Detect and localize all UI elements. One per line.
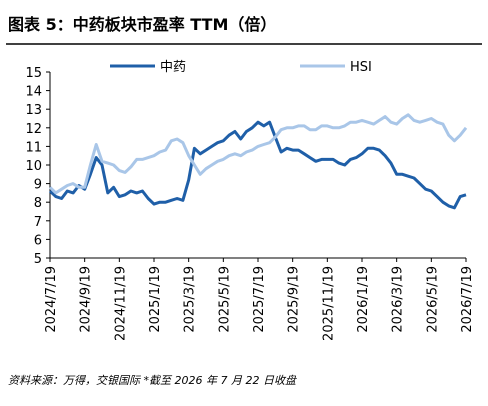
legend-label: HSI (350, 60, 372, 75)
legend-label: 中药 (160, 60, 186, 75)
x-tick-label: 2026/7/19 (460, 266, 475, 333)
x-tick-label: 2025/3/19 (183, 266, 198, 333)
y-tick-label: 12 (25, 122, 42, 137)
x-tick-label: 2024/7/19 (44, 266, 59, 333)
y-tick-label: 10 (25, 159, 42, 174)
x-tick-label: 2024/9/19 (79, 266, 94, 333)
y-tick-label: 11 (25, 140, 42, 155)
x-tick-label: 2025/7/19 (252, 266, 267, 333)
y-tick-label: 6 (34, 233, 42, 248)
y-tick-label: 9 (34, 178, 42, 193)
x-tick-label: 2026/1/19 (356, 266, 371, 333)
chart-title: 图表 5：中药板块市盈率 TTM（倍） (8, 15, 276, 34)
y-tick-label: 14 (25, 85, 42, 100)
x-tick-label: 2025/9/19 (287, 266, 302, 333)
series-line (48, 120, 467, 210)
y-tick-label: 13 (25, 103, 42, 118)
x-tick-label: 2024/11/19 (113, 266, 128, 341)
y-tick-label: 15 (25, 66, 42, 81)
x-tick-label: 2025/5/19 (217, 266, 232, 333)
x-tick-label: 2025/11/19 (321, 266, 336, 341)
y-tick-label: 7 (34, 215, 42, 230)
x-tick-label: 2025/1/19 (148, 266, 163, 333)
y-tick-label: 5 (34, 252, 42, 267)
x-tick-label: 2026/3/19 (391, 266, 406, 333)
x-tick-label: 2026/5/19 (425, 266, 440, 333)
series-line (48, 113, 468, 195)
source-note: 资料来源：万得，交银国际 *截至 2026 年 7 月 22 日收盘 (8, 374, 298, 387)
y-tick-label: 8 (34, 196, 42, 211)
